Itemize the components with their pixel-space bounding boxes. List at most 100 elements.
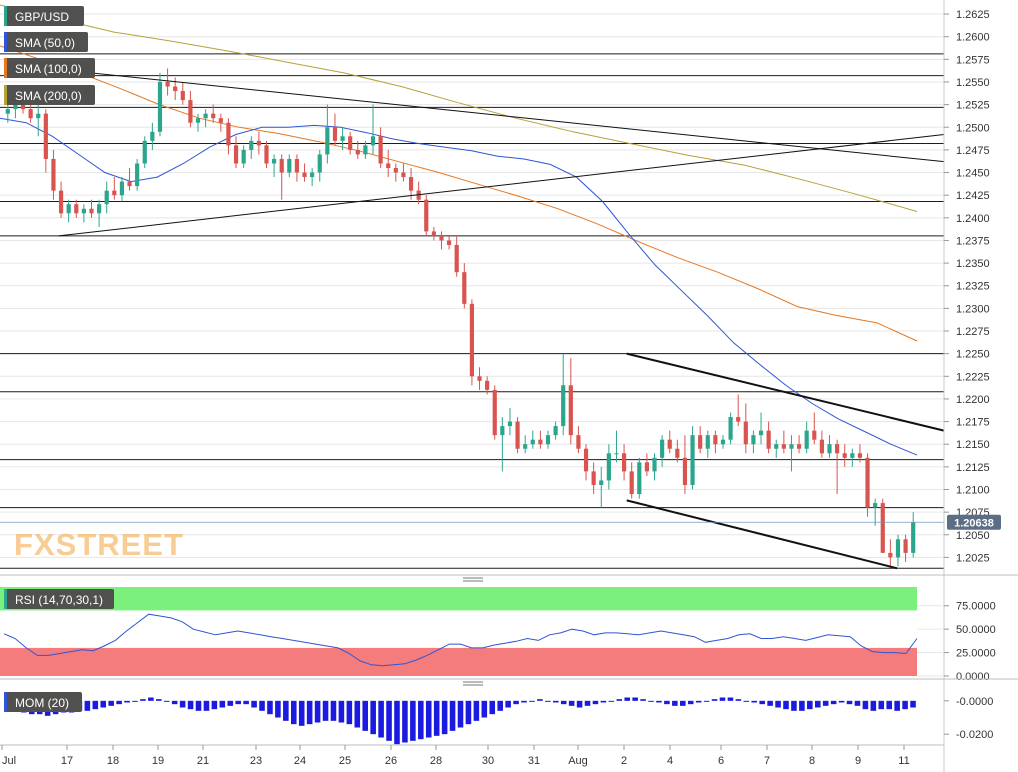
mom-bar	[592, 700, 599, 705]
price-tick-label: 1.2475	[956, 145, 990, 157]
mom-bar	[489, 700, 496, 715]
candle	[621, 444, 627, 481]
mom-bar	[394, 700, 400, 745]
mom-bar	[203, 700, 210, 711]
candle	[195, 113, 201, 132]
candle-body	[127, 181, 132, 187]
date-tick-label: 6	[718, 755, 724, 767]
price-gridlines	[0, 13, 944, 558]
candle-body	[51, 158, 56, 191]
symbol-label[interactable]: GBP/USD	[4, 6, 84, 26]
mom-bar	[870, 700, 877, 711]
mom-bar	[648, 700, 654, 702]
pane-resize-handle-1[interactable]	[463, 577, 483, 582]
mom-tick-label: -0.0000	[956, 696, 993, 708]
mom-bar	[283, 700, 289, 721]
mom-bar	[179, 700, 186, 708]
candle	[370, 104, 376, 155]
candle-body	[378, 136, 383, 164]
candle	[690, 426, 695, 490]
candle	[576, 426, 581, 454]
mom-bar	[505, 700, 511, 708]
mom-bar	[211, 700, 218, 710]
candle	[804, 421, 809, 454]
rsi-label[interactable]: RSI (14,70,30,1)	[4, 589, 114, 609]
pane-resize-handle-2[interactable]	[463, 681, 483, 686]
mom-bar	[664, 700, 670, 705]
mom-bar	[513, 700, 519, 705]
candle-body	[66, 204, 71, 214]
mom-bar	[616, 699, 623, 701]
price-tick-label: 1.2325	[956, 281, 990, 293]
rsi-tick-label: 75.0000	[956, 601, 996, 613]
sma100-label[interactable]: SMA (100,0)	[4, 58, 95, 78]
candle	[43, 109, 48, 173]
mom-bar	[814, 700, 821, 708]
candle-body	[857, 453, 863, 458]
candle	[500, 417, 505, 472]
candle-body	[28, 109, 33, 119]
candle-body	[431, 231, 436, 236]
candle	[226, 118, 231, 155]
candle	[629, 462, 634, 499]
candle-body	[492, 389, 497, 436]
mom-bar	[378, 700, 384, 738]
date-tick-label: 26	[385, 755, 397, 767]
mom-label[interactable]: MOM (20)	[4, 692, 82, 712]
mom-bar	[275, 700, 281, 718]
candle	[211, 104, 216, 123]
date-tick-label: 24	[294, 755, 306, 767]
mom-bar	[473, 700, 480, 721]
candle	[477, 367, 482, 390]
candle	[652, 453, 657, 481]
mom-bar	[902, 700, 908, 710]
candle-body	[203, 113, 208, 119]
candle-body	[736, 417, 741, 422]
candle-body	[340, 136, 345, 141]
sma50-label[interactable]: SMA (50,0)	[4, 32, 88, 52]
candle-body	[180, 91, 185, 101]
price-tick-label: 1.2550	[956, 77, 990, 89]
candle	[873, 498, 878, 526]
mom-bar	[783, 700, 789, 710]
sma50-text: SMA (50,0)	[15, 36, 75, 50]
candle-body	[401, 172, 406, 178]
mom-bar	[306, 700, 313, 725]
candle-body	[20, 104, 26, 110]
mom-bar	[298, 700, 305, 726]
mom-bar	[267, 700, 273, 715]
candle	[119, 177, 125, 202]
candle-body	[226, 122, 231, 146]
candle-body	[766, 430, 771, 449]
rsi-tick-label: 0.0000	[956, 671, 990, 683]
candle-body	[561, 385, 566, 427]
candle	[751, 430, 756, 454]
date-tick-label: 25	[339, 755, 351, 767]
date-tick-label: 21	[197, 755, 209, 767]
price-tick-label: 1.2375	[956, 235, 990, 247]
mom-bar	[171, 700, 178, 705]
candle	[378, 127, 383, 169]
sma200-label[interactable]: SMA (200,0)	[4, 85, 95, 105]
candle-body	[157, 81, 163, 132]
candle-body	[690, 435, 695, 485]
trendline	[4, 63, 945, 163]
candle	[355, 140, 360, 159]
horizontal-levels	[0, 53, 944, 569]
mom-bar	[163, 700, 170, 702]
mom-bar	[418, 700, 424, 740]
mom-bar	[156, 699, 162, 701]
candle	[819, 430, 824, 458]
candle-body	[370, 136, 376, 146]
mom-text: MOM (20)	[15, 696, 69, 710]
candle-body	[621, 453, 627, 472]
mom-bar	[187, 700, 194, 710]
candle	[553, 421, 558, 440]
mom-bar	[370, 700, 376, 735]
candle	[416, 181, 421, 205]
candle-body	[325, 127, 330, 155]
candle-body	[675, 448, 680, 458]
watermark: FXSTREET	[14, 527, 184, 562]
price-axis: 1.2625 1.2600 1.2575 1.2550 1.2525 1.2500 1.24…	[944, 9, 990, 564]
